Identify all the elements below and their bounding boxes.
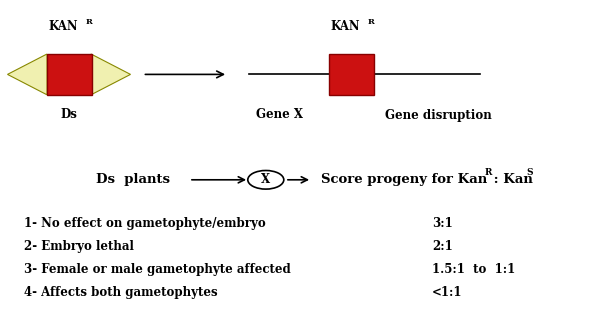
Text: Gene X: Gene X [256,108,302,122]
Text: 1.5:1  to  1:1: 1.5:1 to 1:1 [432,263,515,276]
Text: S: S [527,167,533,177]
Text: 2:1: 2:1 [432,240,453,253]
Text: X: X [261,173,271,186]
Text: : Kan: : Kan [489,173,533,186]
Text: R: R [484,167,491,177]
Bar [329,54,373,95]
Text: Ds  plants: Ds plants [96,173,170,186]
Text: R: R [86,18,92,26]
Text: 2- Embryo lethal: 2- Embryo lethal [24,240,134,253]
Text: 4- Affects both gametophytes: 4- Affects both gametophytes [24,286,218,299]
Polygon shape [8,54,47,95]
Text: 3- Female or male gametophyte affected: 3- Female or male gametophyte affected [24,263,291,276]
Text: Score progeny for Kan: Score progeny for Kan [321,173,487,186]
Text: 3:1: 3:1 [432,217,453,230]
Text: KAN: KAN [330,20,360,33]
Bar [47,54,92,95]
Text: KAN: KAN [48,20,78,33]
Text: <1:1: <1:1 [432,286,463,299]
Text: R: R [368,18,374,26]
Text: Gene disruption: Gene disruption [385,108,491,122]
Text: 1- No effect on gametophyte/embryo: 1- No effect on gametophyte/embryo [24,217,266,230]
Polygon shape [91,54,131,95]
Text: Ds: Ds [61,108,77,122]
